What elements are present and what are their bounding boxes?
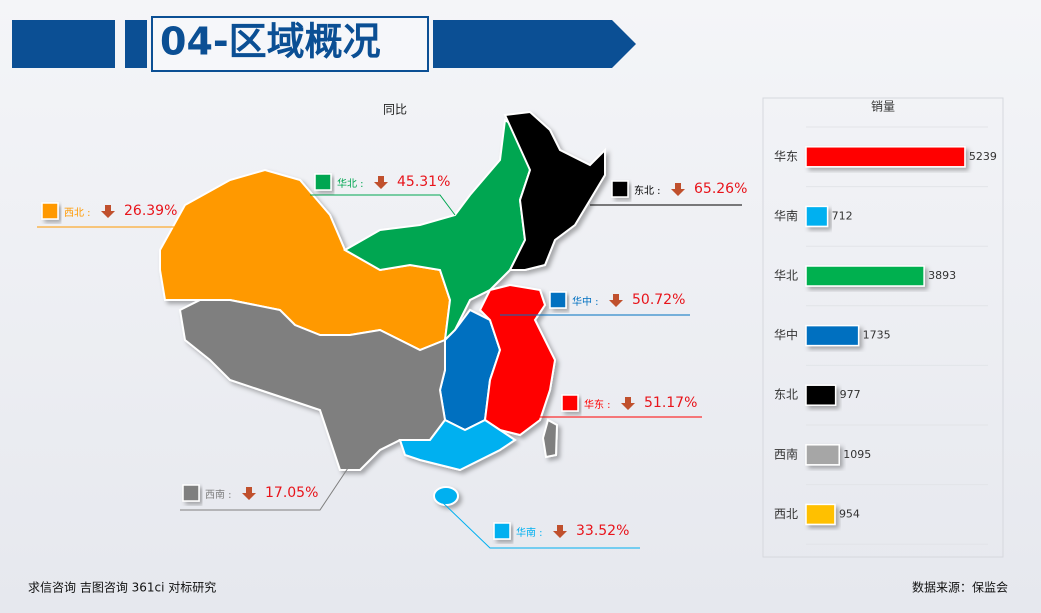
value-label: 954 — [839, 507, 860, 520]
down-arrow-icon — [101, 205, 115, 218]
header-bar — [12, 20, 115, 68]
callouts: 西北 : 26.39% 华北 : 45.31% 东北 : 65.26% 华中 : 50.72%… — [37, 173, 747, 549]
down-arrow-icon — [242, 487, 256, 500]
region-label: 华东 : — [584, 398, 611, 411]
change-value: 17.05% — [265, 485, 318, 501]
bar — [805, 384, 837, 406]
down-arrow-icon — [374, 176, 388, 189]
footer-left: 求信咨询 吉图咨询 361ci 对标研究 — [28, 580, 216, 595]
region-label: 华中 : — [572, 295, 599, 308]
region-shape — [478, 283, 557, 437]
down-arrow-icon — [621, 397, 635, 410]
bar — [805, 324, 860, 347]
change-value: 65.26% — [694, 181, 747, 197]
y-tick-label: 西南 — [774, 446, 798, 461]
value-label: 977 — [840, 388, 861, 401]
legend-swatch — [182, 484, 200, 502]
down-arrow-icon — [553, 525, 567, 538]
map-title: 同比 — [383, 103, 407, 117]
change-value: 51.17% — [644, 395, 697, 411]
bar — [805, 503, 836, 526]
bar-chart: 华东 5239 华南 712 华北 3893 华中 1735 东北 977 西南 1095 西北 954 — [774, 126, 997, 545]
region-shape — [398, 418, 517, 472]
legend-swatch — [611, 180, 629, 198]
down-arrow-icon — [609, 294, 623, 307]
page-title: 04-区域概况 — [160, 20, 381, 64]
bar — [805, 265, 925, 287]
bar — [805, 444, 840, 466]
header-bar — [125, 20, 147, 68]
region-label: 华南 : — [516, 526, 543, 539]
value-label: 712 — [832, 209, 853, 222]
change-value: 33.52% — [576, 523, 629, 539]
y-tick-label: 华中 — [774, 327, 798, 342]
region-label: 西北 : — [64, 207, 91, 219]
legend-swatch — [41, 202, 59, 220]
legend-swatch — [314, 173, 332, 191]
header-arrow — [433, 20, 636, 68]
legend-swatch — [493, 522, 511, 540]
leader-line — [439, 499, 640, 549]
y-tick-label: 华北 — [774, 269, 798, 283]
down-arrow-icon — [671, 183, 685, 196]
change-value: 50.72% — [632, 292, 685, 308]
bar — [805, 146, 966, 168]
map — [159, 110, 606, 506]
y-tick-label: 华东 — [774, 149, 798, 163]
y-tick-label: 东北 — [774, 388, 798, 402]
value-label: 1095 — [843, 448, 871, 461]
region-shape — [433, 486, 459, 506]
chart-frame — [762, 97, 1004, 558]
region-label: 西南 : — [205, 488, 232, 501]
value-label: 5239 — [969, 150, 997, 163]
region-shape — [541, 418, 559, 459]
value-label: 1735 — [863, 329, 891, 342]
region-shape — [503, 110, 606, 271]
y-tick-label: 华南 — [774, 208, 798, 223]
y-tick-label: 西北 — [774, 507, 798, 521]
footer-right: 数据来源：保监会 — [912, 580, 1008, 595]
chart-title: 销量 — [871, 100, 895, 114]
legend-swatch — [549, 291, 567, 309]
region-label: 东北 : — [634, 184, 661, 197]
change-value: 45.31% — [397, 174, 450, 190]
leader-line — [180, 464, 351, 511]
bar — [805, 205, 829, 228]
leader-line — [310, 194, 456, 216]
value-label: 3893 — [928, 269, 956, 282]
header-box — [151, 16, 429, 72]
region-label: 华北 : — [337, 177, 364, 190]
legend-swatch — [561, 394, 579, 412]
change-value: 26.39% — [124, 203, 177, 219]
